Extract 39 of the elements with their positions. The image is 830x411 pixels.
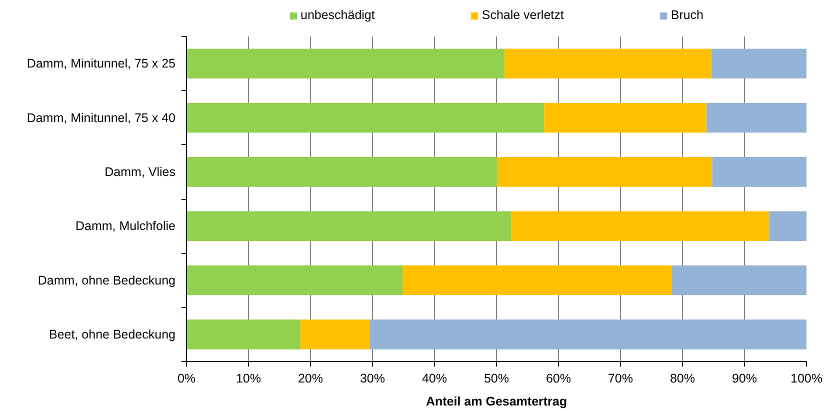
x-tick-label: 20% <box>298 372 324 386</box>
x-tick-label: 60% <box>546 372 572 386</box>
x-tick-label: 90% <box>732 372 758 386</box>
y-tick-label: Damm, Mulchfolie <box>75 219 176 234</box>
bar <box>186 211 512 241</box>
bar <box>300 320 370 350</box>
bar <box>544 102 707 133</box>
bar <box>769 211 806 241</box>
bar <box>504 48 712 78</box>
bar <box>186 265 403 296</box>
bar <box>706 102 806 133</box>
x-tick-label: 70% <box>608 372 634 386</box>
legend-label: Bruch <box>670 8 704 22</box>
bar <box>498 157 712 187</box>
x-tick-label: 100% <box>790 372 822 386</box>
x-tick-label: 0% <box>177 372 196 386</box>
x-tick-label: 10% <box>236 372 262 386</box>
y-tick-label: Damm, Minitunnel, 75 x 40 <box>26 110 176 125</box>
bar <box>370 320 806 350</box>
bar <box>186 157 498 187</box>
bar <box>712 157 806 187</box>
y-tick-label: Beet, ohne Bedeckung <box>49 327 176 342</box>
bar <box>672 265 806 296</box>
x-tick-label: 40% <box>422 372 448 386</box>
y-tick-label: Damm, ohne Bedeckung <box>38 273 176 288</box>
bar <box>511 211 770 241</box>
x-tick-label: 50% <box>484 372 510 386</box>
legend-label: Schale verletzt <box>482 8 564 22</box>
bar <box>712 48 806 78</box>
bar <box>186 48 505 78</box>
y-tick-label: Damm, Minitunnel, 75 x 25 <box>26 56 176 71</box>
x-tick-label: 80% <box>670 372 696 386</box>
bar <box>186 102 544 133</box>
bar <box>402 265 672 296</box>
legend-label: unbeschädigt <box>300 8 375 22</box>
x-tick-label: 30% <box>360 372 386 386</box>
y-tick-label: Damm, Vlies <box>104 164 176 179</box>
bar <box>186 320 301 350</box>
x-axis-title: Anteil am Gesamtertrag <box>426 394 568 408</box>
